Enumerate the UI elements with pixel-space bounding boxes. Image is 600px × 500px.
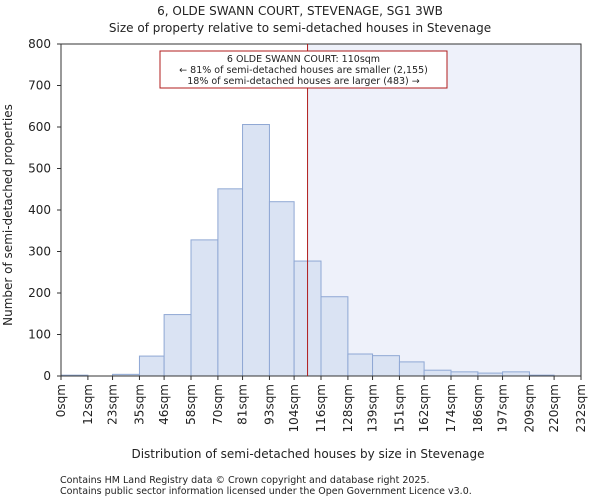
histogram-bar [450, 371, 479, 377]
x-tick-label: 209sqm [522, 384, 536, 432]
x-tick-label: 174sqm [444, 384, 458, 432]
y-tick-label: 200 [28, 286, 51, 300]
annotation-box [159, 50, 448, 89]
x-axis-label: Distribution of semi-detached houses by … [131, 447, 484, 461]
histogram-bar [190, 239, 219, 377]
x-tick-label: 12sqm [81, 384, 95, 425]
x-tick-label: 81sqm [236, 384, 250, 425]
x-tick-label: 70sqm [211, 384, 225, 425]
highlight-region [307, 44, 581, 376]
x-tick-label: 46sqm [157, 384, 171, 425]
x-tick-label: 58sqm [184, 384, 198, 425]
y-tick-label: 500 [28, 162, 51, 176]
histogram-bar [163, 314, 192, 377]
x-tick-label: 139sqm [366, 384, 380, 432]
histogram-bar [138, 355, 165, 377]
histogram-bar [372, 355, 400, 377]
y-tick-label: 400 [28, 203, 51, 217]
x-tick-label: 197sqm [496, 384, 510, 432]
histogram-bar [347, 353, 374, 377]
x-tick-label: 162sqm [417, 384, 431, 432]
x-tick-label: 220sqm [547, 384, 561, 432]
y-tick-label: 0 [43, 369, 51, 383]
histogram-bar [268, 201, 295, 377]
x-tick-label: 0sqm [54, 384, 68, 417]
annotation-line-2: ← 81% of semi-detached houses are smalle… [179, 65, 428, 76]
x-tick-label: 23sqm [106, 384, 120, 425]
x-tick-label: 116sqm [314, 384, 328, 432]
histogram-bar [502, 371, 530, 377]
x-tick-label: 35sqm [132, 384, 146, 425]
y-tick-label: 600 [28, 120, 51, 134]
y-tick-label: 300 [28, 245, 51, 259]
y-tick-label: 700 [28, 79, 51, 93]
x-tick-label: 151sqm [392, 384, 406, 432]
annotation-line-1: 6 OLDE SWANN COURT: 110sqm [227, 54, 380, 65]
histogram-bar [242, 124, 270, 377]
x-tick-label: 186sqm [471, 384, 485, 432]
y-tick-label: 800 [28, 37, 51, 51]
chart-subtitle: Size of property relative to semi-detach… [109, 21, 491, 35]
y-axis-label: Number of semi-detached properties [1, 104, 15, 326]
x-tick-label: 128sqm [341, 384, 355, 432]
annotation-line-3: 18% of semi-detached houses are larger (… [187, 76, 420, 87]
y-tick-label: 100 [28, 328, 51, 342]
histogram-bar [320, 296, 349, 377]
x-tick-label: 232sqm [574, 384, 588, 432]
histogram-bar [217, 188, 244, 377]
chart-title: 6, OLDE SWANN COURT, STEVENAGE, SG1 3WB [157, 4, 443, 18]
x-tick-label: 104sqm [287, 384, 301, 432]
x-tick-label: 93sqm [262, 384, 276, 425]
footer-line-1: Contains HM Land Registry data © Crown c… [60, 475, 430, 486]
footer-line-2: Contains public sector information licen… [60, 486, 472, 497]
histogram-bar [423, 369, 452, 377]
plot-area: 0 100 200 300 400 500 600 700 800 0sqm 12sqm 23sqm 3… [28, 37, 588, 432]
histogram-bar [398, 361, 425, 377]
